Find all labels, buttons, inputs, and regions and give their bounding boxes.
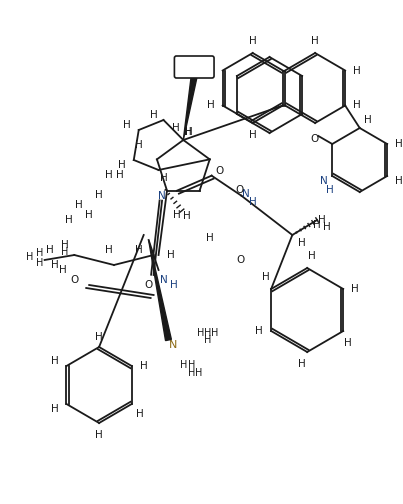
- Text: N: N: [169, 340, 178, 350]
- Text: H: H: [95, 332, 103, 342]
- Text: H: H: [195, 368, 203, 378]
- Text: H: H: [206, 233, 214, 243]
- Text: H: H: [160, 173, 167, 183]
- Text: H: H: [172, 123, 179, 133]
- Text: H: H: [298, 359, 306, 369]
- Text: H: H: [66, 215, 73, 225]
- Text: H: H: [262, 272, 270, 282]
- Text: H: H: [51, 356, 58, 366]
- Text: N: N: [160, 275, 167, 285]
- Text: H: H: [344, 338, 352, 348]
- Text: H: H: [249, 130, 257, 140]
- Text: H: H: [204, 328, 212, 338]
- Text: H: H: [135, 140, 143, 150]
- Text: H: H: [58, 265, 66, 275]
- Text: H: H: [183, 211, 191, 221]
- Text: H H: H H: [105, 170, 123, 180]
- Polygon shape: [183, 76, 197, 140]
- Text: N: N: [243, 188, 250, 199]
- Text: H: H: [95, 190, 103, 200]
- Text: H: H: [85, 210, 93, 220]
- Text: H: H: [318, 215, 326, 225]
- Text: H: H: [180, 360, 187, 370]
- Text: H: H: [51, 404, 58, 414]
- Text: H: H: [75, 200, 83, 210]
- Text: H: H: [249, 36, 257, 46]
- Text: H: H: [395, 139, 403, 149]
- Text: O: O: [145, 280, 153, 290]
- Text: H: H: [395, 176, 403, 186]
- Text: H: H: [353, 100, 361, 110]
- Text: N: N: [320, 176, 328, 186]
- Text: H: H: [353, 66, 361, 76]
- Text: H: H: [207, 66, 215, 76]
- Text: H: H: [172, 210, 180, 220]
- Text: H: H: [135, 245, 143, 255]
- Text: H: H: [140, 361, 147, 371]
- Text: H: H: [207, 100, 215, 110]
- Text: H: H: [170, 280, 177, 290]
- Text: Abs.: Abs.: [184, 64, 205, 74]
- Text: O: O: [237, 255, 245, 265]
- Text: H: H: [123, 120, 131, 130]
- Text: H: H: [95, 430, 103, 440]
- Text: H: H: [61, 247, 68, 257]
- Text: O: O: [70, 275, 79, 285]
- Text: H: H: [298, 238, 306, 248]
- Text: H: H: [311, 36, 319, 46]
- Text: H: H: [211, 328, 219, 338]
- Text: H: H: [185, 127, 192, 137]
- Text: H: H: [46, 245, 54, 255]
- Text: H: H: [249, 197, 257, 207]
- Text: H: H: [308, 251, 316, 261]
- Text: O: O: [310, 134, 318, 144]
- Text: O: O: [216, 166, 224, 176]
- Text: H: H: [36, 258, 44, 268]
- Polygon shape: [149, 240, 171, 341]
- Text: H: H: [187, 368, 195, 378]
- Text: H: H: [150, 110, 158, 120]
- Text: N: N: [158, 191, 166, 201]
- Text: H: H: [166, 250, 174, 260]
- Text: H: H: [51, 260, 58, 270]
- Text: H: H: [326, 185, 334, 195]
- Text: H: H: [187, 360, 195, 370]
- Text: H: H: [313, 220, 321, 230]
- Text: H: H: [36, 248, 44, 258]
- Text: H: H: [185, 127, 193, 137]
- Text: H: H: [364, 115, 372, 125]
- Text: H: H: [197, 328, 205, 338]
- Text: H: H: [118, 160, 126, 170]
- Text: H: H: [105, 245, 113, 255]
- FancyBboxPatch shape: [174, 56, 214, 78]
- Text: O: O: [236, 185, 244, 195]
- Text: H: H: [351, 284, 359, 294]
- Text: H: H: [26, 252, 33, 262]
- Text: H: H: [204, 335, 212, 345]
- Text: H: H: [323, 222, 331, 232]
- Text: H: H: [136, 409, 143, 419]
- Text: H: H: [60, 240, 68, 250]
- Text: H: H: [256, 326, 263, 336]
